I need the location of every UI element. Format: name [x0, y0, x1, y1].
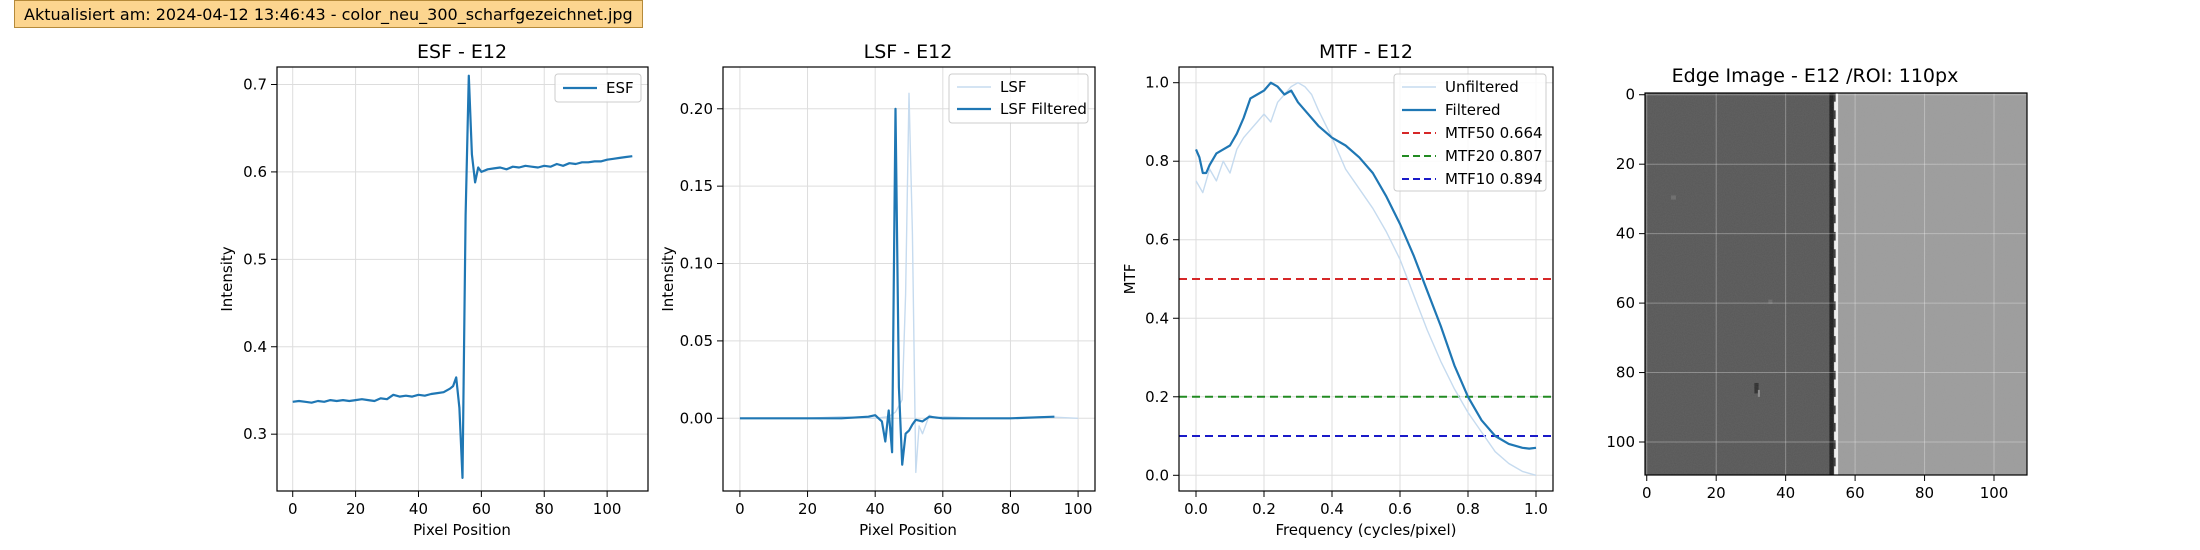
- lsf-legend: LSF LSF Filtered: [948, 73, 1089, 124]
- edge-image-xtick-label-4: 80: [1915, 484, 1934, 502]
- mtf-ytick-label-4: 0.8: [1145, 152, 1169, 170]
- mtf-xtick-label-0: 0.0: [1184, 500, 1208, 518]
- edge-image-ytick-label-0: 0: [1625, 86, 1635, 104]
- lsf-title: LSF - E12: [864, 41, 953, 63]
- lsf-legend-label-filtered: LSF Filtered: [1000, 100, 1087, 118]
- esf-ytick-label-2: 0.5: [243, 250, 267, 268]
- mtf-ytick-label-0: 0.0: [1145, 466, 1169, 484]
- esf-ytick-label-3: 0.6: [243, 163, 267, 181]
- edge-image: [1645, 93, 2027, 475]
- esf-line: [292, 74, 633, 479]
- lsf-legend-label-raw: LSF: [1000, 78, 1027, 96]
- esf-ylabel: Intensity: [218, 246, 236, 311]
- mtf-series: [1179, 81, 1553, 476]
- mtf-ytick-label-1: 0.2: [1145, 388, 1169, 406]
- mtf-legend-box: [1393, 73, 1547, 192]
- edge-image-noise: [1645, 93, 2027, 475]
- mtf-ticks: 0.0 0.2 0.4 0.6 0.8 1.0 0.0 0.2 0.4 0.6 0.8 1.0: [1145, 74, 1548, 518]
- esf-ytick-label-4: 0.7: [243, 75, 267, 93]
- esf-xlabel: Pixel Position: [413, 521, 511, 539]
- mtf-ytick-label-3: 0.6: [1145, 231, 1169, 249]
- lsf-xtick-label-0: 0: [735, 500, 745, 518]
- lsf-ytick-label-1: 0.05: [680, 332, 713, 350]
- esf-ticks: 0 20 40 60 80 100 0.3 0.4 0.5 0.6 0.7: [243, 75, 621, 518]
- mtf-legend-label-mtf50: MTF50 0.664: [1445, 124, 1543, 142]
- lsf-xtick-label-3: 60: [933, 500, 952, 518]
- update-banner: Aktualisiert am: 2024-04-12 13:46:43 - c…: [14, 0, 643, 28]
- lsf-ticks: 0 20 40 60 80 100 0.00 0.05 0.10 0.15 0.20: [680, 100, 1093, 518]
- edge-image-ytick-label-1: 20: [1616, 155, 1635, 173]
- lsf-ylabel: Intensity: [659, 246, 677, 311]
- esf-xtick-label-3: 60: [472, 500, 491, 518]
- esf-xtick-label-5: 100: [593, 500, 622, 518]
- esf-legend: ESF: [554, 73, 642, 103]
- lsf-ytick-label-4: 0.20: [680, 100, 713, 118]
- edge-image-frame: [1644, 92, 2028, 476]
- mtf-legend-label-filtered: Filtered: [1445, 101, 1501, 119]
- mtf-xtick-label-4: 0.8: [1456, 500, 1480, 518]
- lsf-ytick-label-3: 0.15: [680, 177, 713, 195]
- edge-image-xtick-label-2: 40: [1776, 484, 1795, 502]
- mtf-xtick-label-3: 0.6: [1388, 500, 1412, 518]
- mtf-ylabel: MTF: [1121, 264, 1139, 295]
- esf-ytick-label-0: 0.3: [243, 425, 267, 443]
- lsf-xtick-label-4: 80: [1001, 500, 1020, 518]
- edge-image-xtick-label-1: 20: [1707, 484, 1726, 502]
- esf-xtick-label-0: 0: [288, 500, 298, 518]
- mtf-ytick-label-5: 1.0: [1145, 74, 1169, 92]
- lsf-grid: [723, 67, 1095, 491]
- esf-ytick-label-1: 0.4: [243, 338, 267, 356]
- mtf-xtick-label-2: 0.4: [1320, 500, 1344, 518]
- esf-axes-frame: [276, 66, 649, 492]
- esf-title: ESF - E12: [417, 41, 507, 63]
- mtf-panel: MTF - E12 0.0 0.2 0.4 0.6 0.8 1.0 0.0 0.2 0.4 0.6…: [1121, 41, 1554, 539]
- edge-image-grid: [1645, 93, 2027, 475]
- edge-image-ytick-label-5: 100: [1606, 433, 1635, 451]
- lsf-series: [739, 92, 1079, 474]
- lsf-filtered-line: [739, 107, 1055, 466]
- lsf-panel: LSF - E12 0 20 40 60 80 100 0.00 0.05 0.10 0.15 0.…: [659, 41, 1096, 539]
- mtf-ytick-label-2: 0.4: [1145, 309, 1169, 327]
- esf-legend-label: ESF: [606, 79, 634, 97]
- mtf-xtick-label-1: 0.2: [1252, 500, 1276, 518]
- esf-panel: ESF - E12 0 20 40 60 80 100 0.3 0.4 0.5 0.6 0.7 Pi…: [218, 41, 649, 539]
- lsf-ytick-label-0: 0.00: [680, 409, 713, 427]
- mtf-unfiltered-line: [1195, 81, 1537, 476]
- mtf-legend-label-mtf20: MTF20 0.807: [1445, 147, 1543, 165]
- edge-image-title: Edge Image - E12 /ROI: 110px: [1672, 65, 1959, 87]
- mtf-legend-label-unfiltered: Unfiltered: [1445, 78, 1519, 96]
- lsf-xtick-label-2: 40: [866, 500, 885, 518]
- lsf-xlabel: Pixel Position: [859, 521, 957, 539]
- mtf-legend: Unfiltered Filtered MTF50 0.664 MTF20 0.…: [1393, 73, 1547, 192]
- edge-image-xtick-label-0: 0: [1642, 484, 1652, 502]
- mtf-filtered-line: [1194, 81, 1537, 450]
- esf-series: [292, 74, 633, 479]
- mtf-legend-label-mtf10: MTF10 0.894: [1445, 170, 1543, 188]
- edge-image-panel: Edge Image - E12 /ROI: 110px 0 20 40 60 80 10…: [1606, 65, 2028, 502]
- edge-image-xtick-label-5: 100: [1980, 484, 2009, 502]
- lsf-xtick-label-1: 20: [798, 500, 817, 518]
- mtf-xtick-label-5: 1.0: [1524, 500, 1548, 518]
- mtf-xlabel: Frequency (cycles/pixel): [1275, 521, 1456, 539]
- edge-image-ticks: 0 20 40 60 80 100 0 20 40 60 80 100: [1606, 86, 2008, 502]
- mtf-title: MTF - E12: [1319, 41, 1413, 63]
- lsf-axes-frame: [722, 66, 1096, 492]
- lsf-xtick-label-5: 100: [1064, 500, 1093, 518]
- mtf-axes-frame: [1178, 66, 1554, 492]
- edge-image-xtick-label-3: 60: [1846, 484, 1865, 502]
- edge-image-ytick-label-3: 60: [1616, 294, 1635, 312]
- esf-xtick-label-1: 20: [346, 500, 365, 518]
- esf-legend-box: [554, 73, 642, 103]
- esf-xtick-label-4: 80: [535, 500, 554, 518]
- lsf-raw-line: [739, 92, 1079, 474]
- lsf-ytick-label-2: 0.10: [680, 255, 713, 273]
- edge-image-ytick-label-4: 80: [1616, 364, 1635, 382]
- edge-image-ytick-label-2: 40: [1616, 225, 1635, 243]
- esf-xtick-label-2: 40: [409, 500, 428, 518]
